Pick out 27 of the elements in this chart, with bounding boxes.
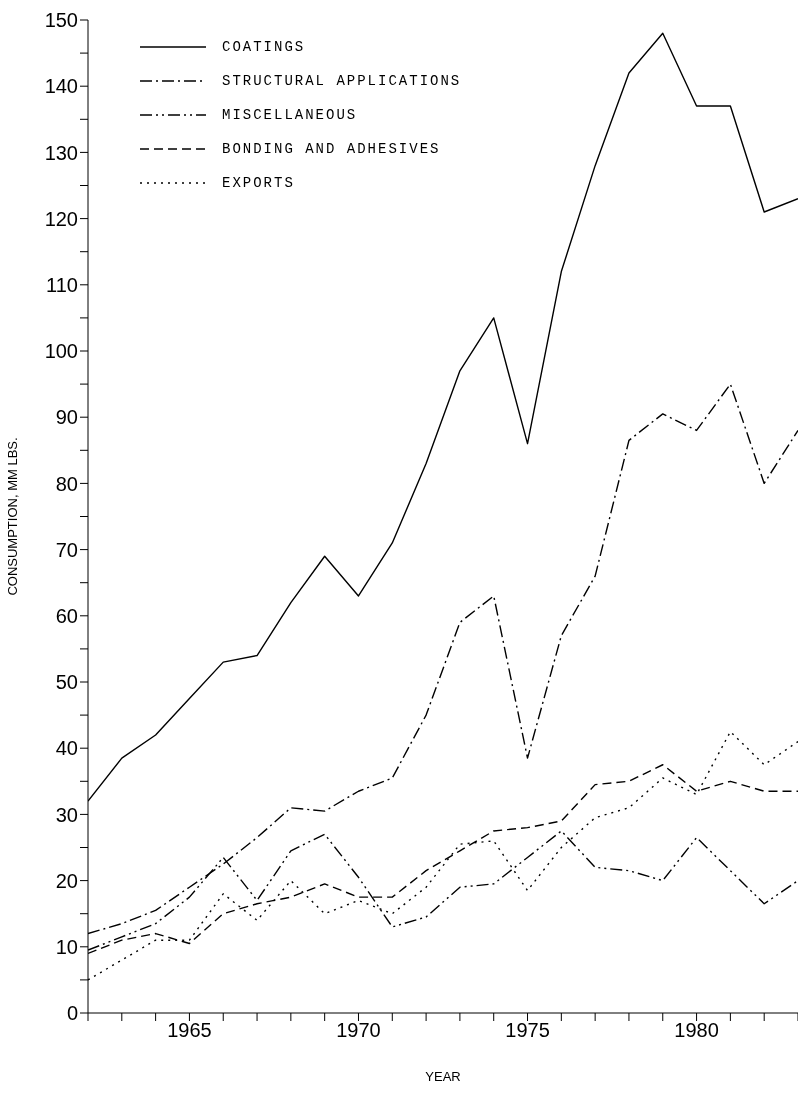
y-tick-label: 20 <box>55 869 78 892</box>
y-tick-label: 100 <box>44 340 78 363</box>
legend-label: STRUCTURAL APPLICATIONS <box>222 73 462 89</box>
y-tick-label: 130 <box>44 141 78 164</box>
y-tick-label: 140 <box>44 75 78 98</box>
x-tick-label: 1965 <box>167 1019 212 1042</box>
legend-label: BONDING AND ADHESIVES <box>222 141 441 157</box>
y-tick-label: 50 <box>55 671 78 694</box>
legend-label: MISCELLANEOUS <box>222 107 358 123</box>
y-tick-label: 120 <box>44 207 78 230</box>
y-tick-label: 80 <box>55 472 78 495</box>
y-tick-label: 60 <box>55 604 78 627</box>
y-tick-label: 40 <box>55 737 78 760</box>
y-tick-label: 70 <box>55 538 78 561</box>
x-tick-label: 1975 <box>505 1019 550 1042</box>
legend-label: EXPORTS <box>222 175 295 191</box>
y-axis-title: CONSUMPTION, MM LBS. <box>4 437 20 596</box>
x-tick-label: 1970 <box>336 1019 381 1042</box>
x-tick-label: 1980 <box>674 1019 719 1042</box>
y-tick-label: 110 <box>46 273 78 296</box>
y-tick-label: 30 <box>55 803 78 826</box>
y-tick-label: 150 <box>44 9 78 32</box>
y-tick-label: 10 <box>55 935 78 958</box>
x-axis-title: YEAR <box>425 1069 461 1084</box>
legend-label: COATINGS <box>222 39 306 55</box>
y-tick-label: 90 <box>55 406 78 429</box>
y-tick-label: 0 <box>66 1002 78 1025</box>
